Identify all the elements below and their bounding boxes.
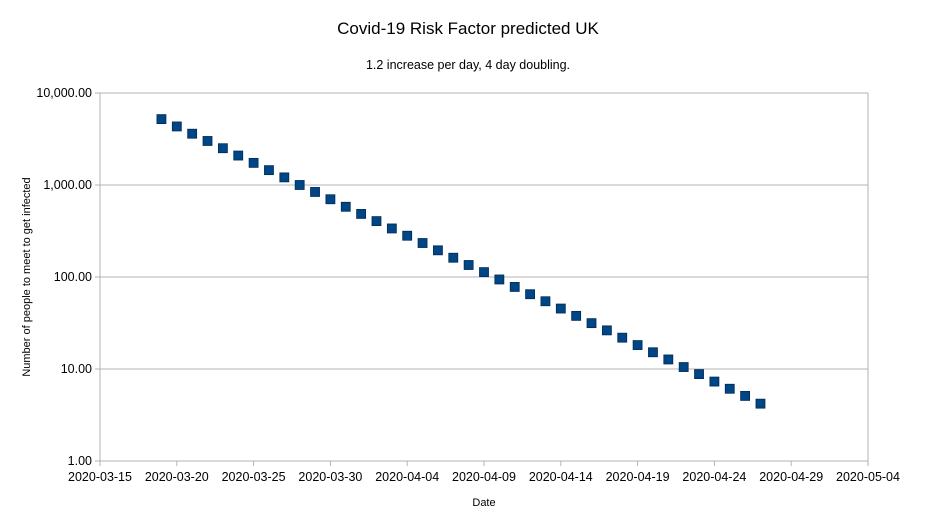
data-point: [571, 310, 582, 321]
x-tick-label: 2020-05-04: [836, 470, 900, 484]
chart-title: Covid-19 Risk Factor predicted UK: [337, 19, 599, 38]
data-point: [678, 362, 689, 372]
y-tick-label: 10,000.00: [36, 86, 92, 100]
x-tick-label: 2020-04-04: [375, 470, 439, 484]
y-axis: 1.00 10.00 100.00 1,000.00 10,000.00: [36, 86, 100, 468]
data-point: [755, 398, 766, 409]
data-point: [279, 172, 290, 183]
data-point: [264, 165, 274, 176]
data-point: [479, 267, 489, 278]
data-point: [663, 354, 674, 365]
y-tick-label: 10.00: [61, 362, 92, 376]
x-tick-label: 2020-04-09: [452, 470, 516, 484]
y-tick-label: 100.00: [54, 270, 92, 284]
x-tick-label: 2020-04-24: [682, 470, 746, 484]
data-point: [402, 230, 413, 241]
data-point: [386, 223, 397, 234]
data-point: [371, 216, 382, 227]
data-point: [494, 274, 505, 285]
data-point: [171, 121, 182, 132]
data-point: [310, 187, 320, 197]
data-point: [202, 136, 213, 146]
data-point: [417, 238, 428, 248]
data-point: [555, 303, 566, 314]
data-point: [694, 369, 704, 380]
data-points: [156, 114, 766, 409]
x-tick-label: 2020-03-25: [222, 470, 286, 484]
data-point: [156, 114, 167, 125]
x-tick-label: 2020-03-30: [298, 470, 362, 484]
y-tick-label: 1,000.00: [43, 178, 92, 192]
data-point: [724, 383, 735, 394]
y-tick-label: 1.00: [68, 454, 92, 468]
data-point: [586, 318, 597, 329]
data-point: [463, 260, 474, 270]
data-point: [325, 194, 336, 205]
data-point: [540, 296, 551, 307]
x-axis: 2020-03-15 2020-03-20 2020-03-25 2020-03-30…: [68, 461, 900, 484]
data-point: [648, 347, 658, 358]
y-axis-label: Number of people to meet to get infected: [21, 177, 33, 376]
data-point: [294, 180, 305, 190]
data-point: [525, 289, 535, 300]
data-point: [740, 391, 751, 401]
data-point: [248, 157, 259, 168]
x-axis-label: Date: [472, 497, 495, 509]
data-point: [509, 282, 520, 292]
data-point: [233, 150, 244, 161]
x-tick-label: 2020-04-19: [606, 470, 670, 484]
data-point: [340, 201, 351, 212]
data-point: [617, 332, 628, 343]
x-tick-label: 2020-03-20: [145, 470, 209, 484]
x-tick-label: 2020-04-29: [759, 470, 823, 484]
data-point: [217, 143, 228, 154]
data-point: [448, 252, 459, 263]
data-point: [601, 325, 612, 336]
chart-subtitle: 1.2 increase per day, 4 day doubling.: [366, 58, 570, 72]
data-point: [632, 340, 643, 350]
data-point: [433, 245, 443, 256]
data-point: [356, 209, 367, 219]
x-tick-label: 2020-04-14: [529, 470, 593, 484]
data-point: [709, 376, 720, 387]
data-point: [187, 128, 198, 139]
x-tick-label: 2020-03-15: [68, 470, 132, 484]
